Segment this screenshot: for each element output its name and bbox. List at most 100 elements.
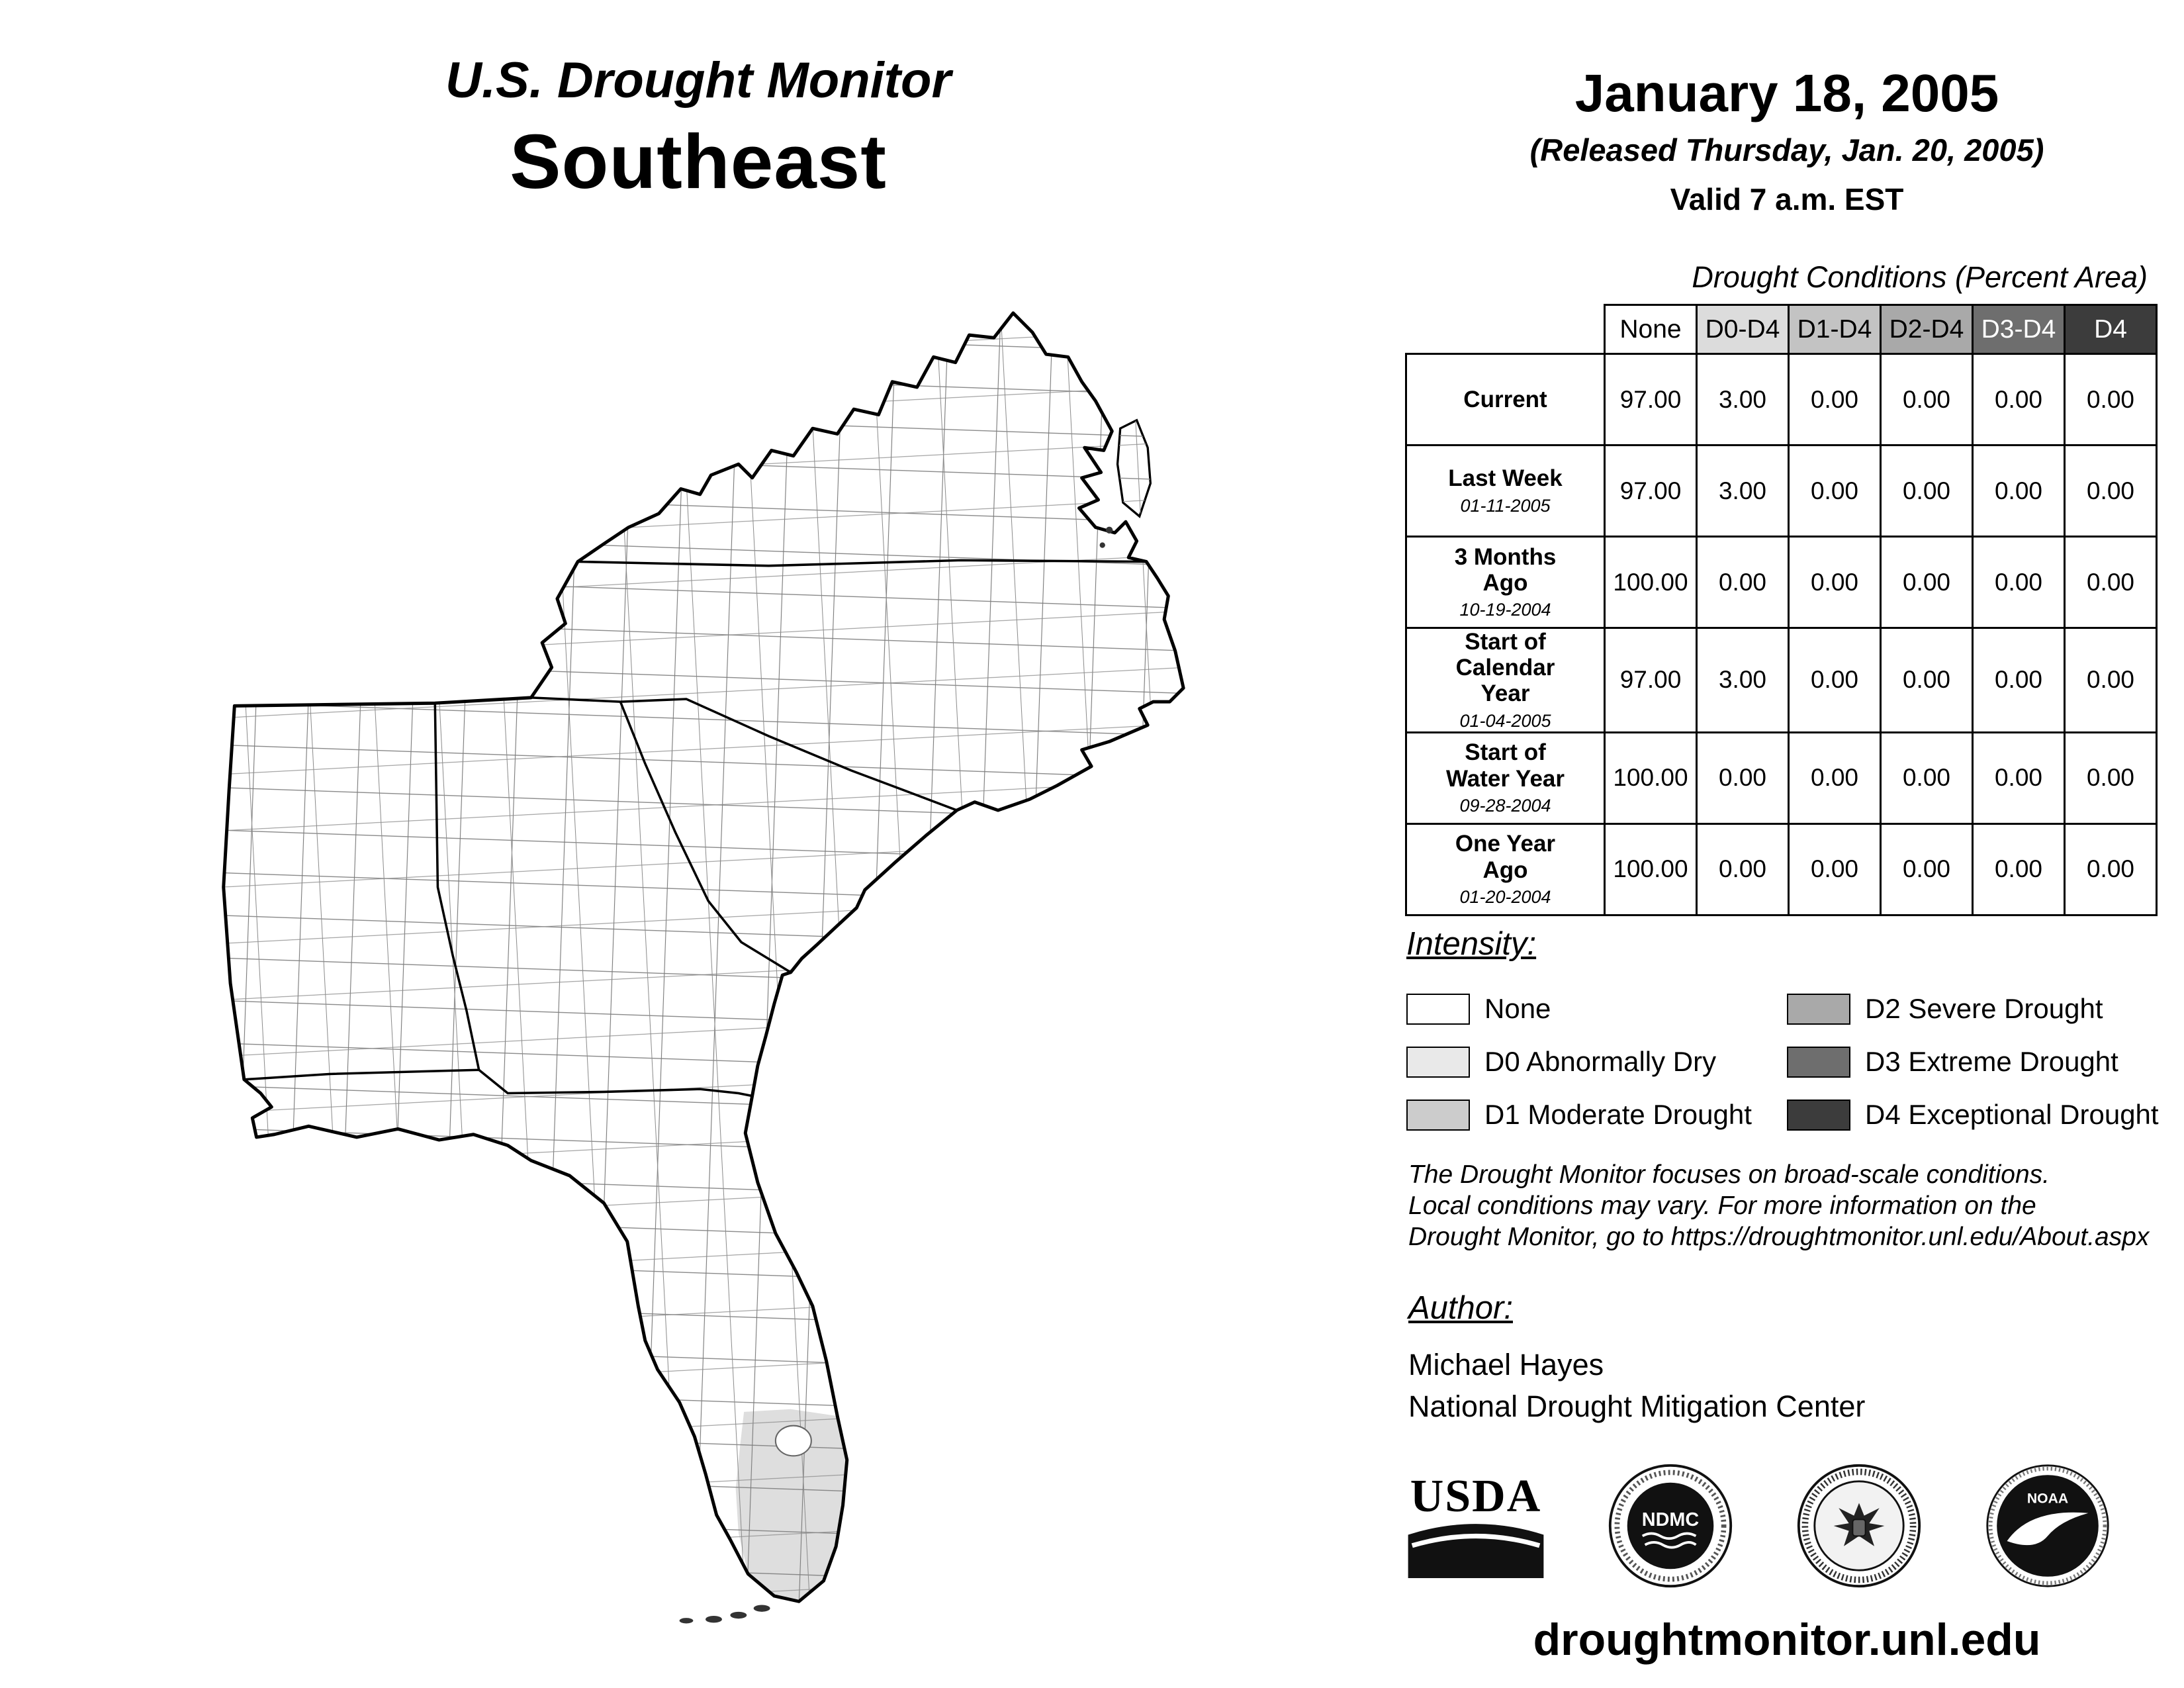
region-title: Southeast bbox=[510, 118, 887, 205]
table-cell: 3.00 bbox=[1696, 353, 1790, 446]
col-header-none: None bbox=[1604, 304, 1698, 355]
table-row-last-week: Last Week 01-11-2005 97.00 3.00 0.00 0.0… bbox=[1405, 444, 2158, 538]
table-row-start-water-year: Start of Water Year 09-28-2004 100.00 0.… bbox=[1405, 731, 2158, 825]
map-title-block: U.S. Drought Monitor Southeast bbox=[351, 52, 1046, 206]
legend-item-d1: D1 Moderate Drought bbox=[1406, 1099, 1787, 1131]
author-block: Author: Michael Hayes National Drought M… bbox=[1408, 1289, 1865, 1427]
table-cell: 0.00 bbox=[1880, 444, 1974, 538]
table-header-row: None D0-D4 D1-D4 D2-D4 D3-D4 D4 bbox=[1406, 304, 2158, 355]
table-corner-cell bbox=[1406, 305, 1605, 354]
intensity-legend: Intensity: None D0 Abnormally Dry D1 Mod… bbox=[1406, 925, 2174, 1141]
date-block: January 18, 2005 (Released Thursday, Jan… bbox=[1416, 63, 2158, 217]
coastline-outline bbox=[222, 311, 1185, 1603]
commerce-seal-logo bbox=[1797, 1464, 1921, 1588]
table-cell: 0.00 bbox=[1880, 536, 1974, 629]
legend-item-none: None bbox=[1406, 993, 1787, 1025]
southeast-map bbox=[189, 297, 1569, 1670]
logo-row: USDA NDMC NOAA bbox=[1406, 1456, 2111, 1595]
county-texture bbox=[223, 312, 1184, 1602]
table-cell: 0.00 bbox=[1696, 822, 1790, 916]
legend-item-d0: D0 Abnormally Dry bbox=[1406, 1046, 1787, 1078]
row-header: Start of Water Year 09-28-2004 bbox=[1405, 731, 1606, 825]
legend-item-d4: D4 Exceptional Drought bbox=[1787, 1099, 2174, 1131]
legend-swatch-d4 bbox=[1787, 1099, 1850, 1131]
table-cell: 0.00 bbox=[1972, 822, 2066, 916]
table-cell: 0.00 bbox=[1696, 731, 1790, 825]
chesapeake-islets bbox=[1099, 526, 1113, 548]
legend-swatch-d3 bbox=[1787, 1046, 1850, 1078]
table-cell: 0.00 bbox=[1880, 731, 1974, 825]
table-cell: 0.00 bbox=[2064, 536, 2158, 629]
row-header: One Year Ago 01-20-2004 bbox=[1405, 822, 1606, 916]
table-row-start-calendar-year: Start of Calendar Year 01-04-2005 97.00 … bbox=[1405, 627, 2158, 733]
usda-logo: USDA bbox=[1406, 1474, 1545, 1578]
table-cell: 0.00 bbox=[1880, 822, 1974, 916]
table-cell: 3.00 bbox=[1696, 444, 1790, 538]
table-cell: 97.00 bbox=[1604, 444, 1698, 538]
table-row-current: Current 97.00 3.00 0.00 0.00 0.00 0.00 bbox=[1405, 353, 2158, 446]
table-row-3-months-ago: 3 Months Ago 10-19-2004 100.00 0.00 0.00… bbox=[1405, 536, 2158, 629]
table-cell: 0.00 bbox=[1788, 536, 1882, 629]
table-cell: 0.00 bbox=[1788, 731, 1882, 825]
col-header-d1-d4: D1-D4 bbox=[1788, 304, 1882, 355]
monitor-title: U.S. Drought Monitor bbox=[445, 52, 952, 109]
released-date: (Released Thursday, Jan. 20, 2005) bbox=[1529, 132, 2044, 167]
table-cell: 0.00 bbox=[2064, 627, 2158, 733]
legend-grid: None D0 Abnormally Dry D1 Moderate Droug… bbox=[1406, 982, 2174, 1141]
table-cell: 0.00 bbox=[1788, 627, 1882, 733]
author-name: Michael Hayes bbox=[1408, 1348, 1604, 1382]
ndmc-logo: NDMC bbox=[1608, 1464, 1733, 1588]
table-row-one-year-ago: One Year Ago 01-20-2004 100.00 0.00 0.00… bbox=[1405, 822, 2158, 916]
lake-okeechobee bbox=[774, 1425, 812, 1457]
table-cell: 97.00 bbox=[1604, 627, 1698, 733]
legend-swatch-d2 bbox=[1787, 993, 1850, 1025]
legend-item-d2: D2 Severe Drought bbox=[1787, 993, 2174, 1025]
florida-keys bbox=[679, 1605, 770, 1624]
usda-logo-text: USDA bbox=[1410, 1471, 1542, 1522]
legend-item-d3: D3 Extreme Drought bbox=[1787, 1046, 2174, 1078]
row-header: Start of Calendar Year 01-04-2005 bbox=[1405, 627, 1606, 733]
table-cell: 3.00 bbox=[1696, 627, 1790, 733]
table-cell: 0.00 bbox=[1788, 444, 1882, 538]
row-header: Last Week 01-11-2005 bbox=[1405, 444, 1606, 538]
legend-swatch-none bbox=[1406, 993, 1470, 1025]
noaa-logo-text: NOAA bbox=[2027, 1491, 2068, 1506]
table-cell: 0.00 bbox=[2064, 444, 2158, 538]
table-cell: 0.00 bbox=[1880, 627, 1974, 733]
report-date: January 18, 2005 bbox=[1574, 64, 1999, 122]
southeast-map-svg bbox=[222, 311, 1185, 1624]
footer-url: droughtmonitor.unl.edu bbox=[1533, 1615, 2041, 1665]
table-cell: 0.00 bbox=[1788, 353, 1882, 446]
disclaimer-text: The Drought Monitor focuses on broad-sca… bbox=[1408, 1160, 2150, 1251]
row-header: 3 Months Ago 10-19-2004 bbox=[1405, 536, 1606, 629]
drought-conditions-block: Drought Conditions (Percent Area) None D… bbox=[1405, 260, 2160, 916]
table-cell: 0.00 bbox=[2064, 822, 2158, 916]
table-title: Drought Conditions (Percent Area) bbox=[1692, 260, 2148, 294]
author-heading: Author: bbox=[1408, 1290, 1513, 1326]
table-cell: 100.00 bbox=[1604, 822, 1698, 916]
col-header-d3-d4: D3-D4 bbox=[1972, 304, 2066, 355]
table-cell: 0.00 bbox=[1972, 731, 2066, 825]
table-cell: 0.00 bbox=[1972, 536, 2066, 629]
table-cell: 0.00 bbox=[2064, 731, 2158, 825]
legend-title: Intensity: bbox=[1406, 926, 1537, 962]
row-header: Current bbox=[1405, 353, 1606, 446]
ndmc-logo-text: NDMC bbox=[1642, 1509, 1700, 1530]
state-borders bbox=[244, 559, 1147, 1098]
col-header-d2-d4: D2-D4 bbox=[1880, 304, 1974, 355]
seabird-icon bbox=[2007, 1512, 2089, 1546]
table-cell: 97.00 bbox=[1604, 353, 1698, 446]
valid-time: Valid 7 a.m. EST bbox=[1670, 182, 1904, 216]
usda-swoosh-icon bbox=[1408, 1524, 1544, 1578]
table-cell: 0.00 bbox=[1972, 627, 2066, 733]
author-organization: National Drought Mitigation Center bbox=[1408, 1389, 1866, 1423]
table-cell: 0.00 bbox=[1880, 353, 1974, 446]
table-cell: 0.00 bbox=[1972, 444, 2066, 538]
col-header-d0-d4: D0-D4 bbox=[1696, 304, 1790, 355]
noaa-logo: NOAA bbox=[1986, 1464, 2109, 1587]
table-cell: 0.00 bbox=[2064, 353, 2158, 446]
table-cell: 100.00 bbox=[1604, 536, 1698, 629]
drought-conditions-table: None D0-D4 D1-D4 D2-D4 D3-D4 D4 Current … bbox=[1405, 304, 2158, 916]
table-cell: 0.00 bbox=[1788, 822, 1882, 916]
